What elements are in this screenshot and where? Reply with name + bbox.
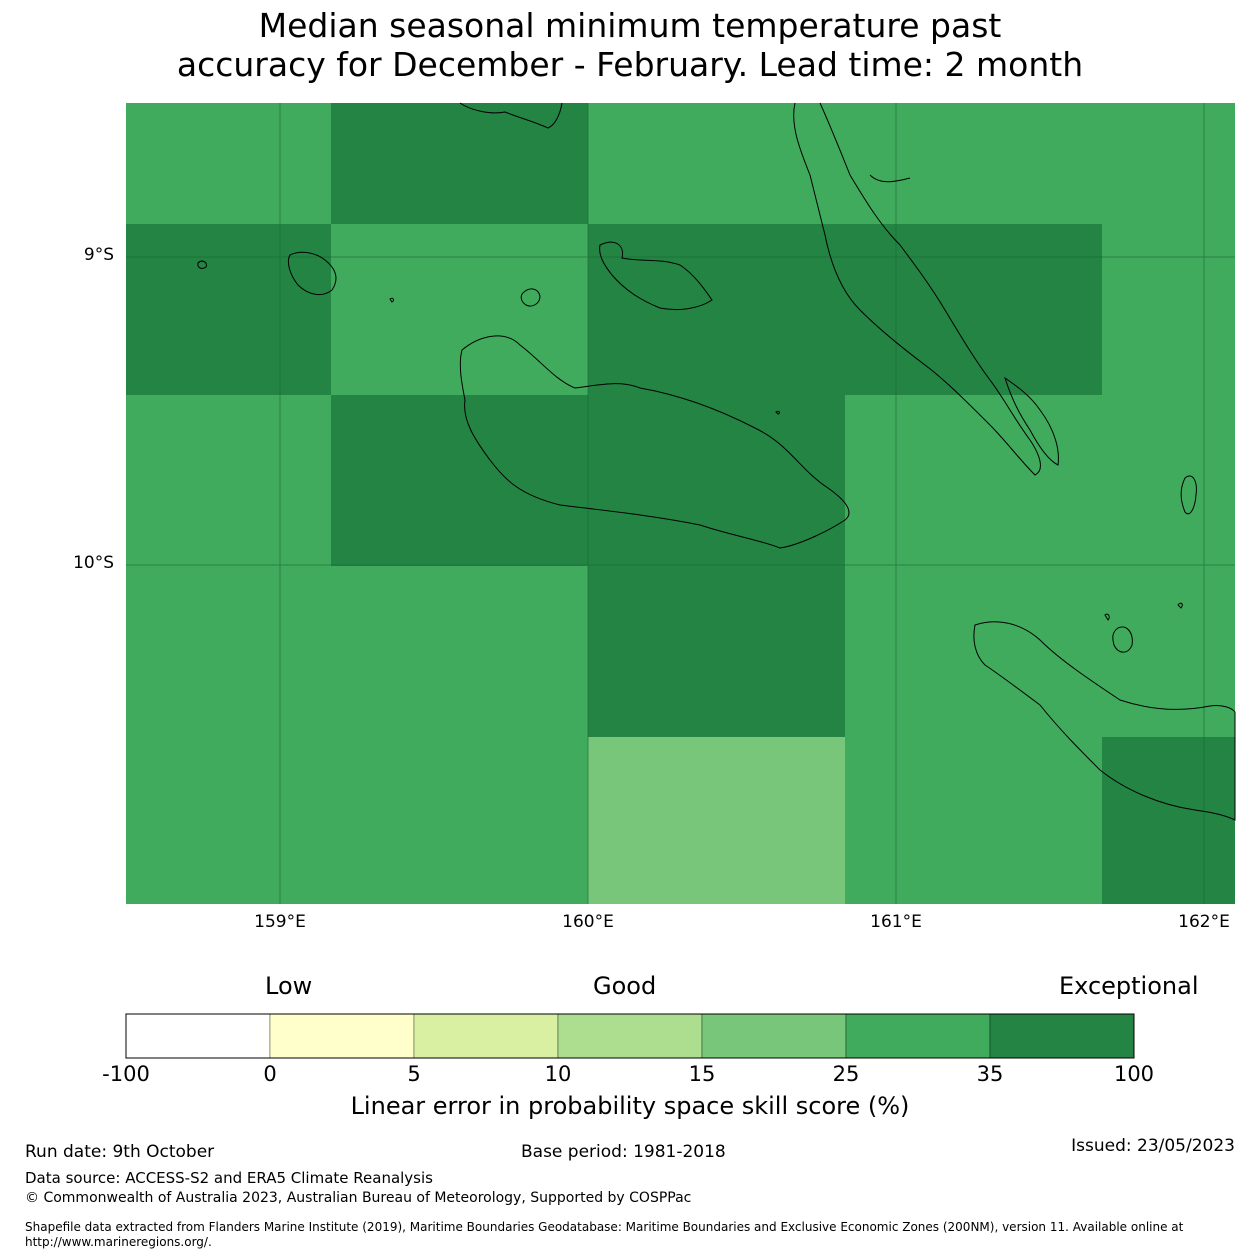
lon-label-160e: 160°E bbox=[562, 912, 614, 932]
colorbar-swatch bbox=[845, 1013, 991, 1059]
colorbar-tick: 25 bbox=[832, 1062, 860, 1086]
colorbar-swatch bbox=[557, 1013, 703, 1059]
grid-cell bbox=[331, 103, 588, 224]
island-ulawa bbox=[1112, 626, 1133, 653]
grid-cell bbox=[126, 395, 331, 566]
island-isabel-fragment-2 bbox=[869, 174, 911, 183]
island-nggela bbox=[599, 241, 713, 311]
grid-cell bbox=[845, 566, 1235, 737]
colorbar-tick: 0 bbox=[263, 1062, 277, 1086]
issued-date: Issued: 23/05/2023 bbox=[1071, 1136, 1235, 1156]
colorbar-swatch bbox=[989, 1013, 1135, 1059]
colorbar-swatch bbox=[269, 1013, 415, 1059]
island-east-islet bbox=[1180, 475, 1197, 515]
grid-cell bbox=[126, 224, 331, 395]
colorbar-swatch bbox=[125, 1013, 271, 1059]
lon-label-159e: 159°E bbox=[254, 912, 306, 932]
gridlines bbox=[126, 103, 1235, 904]
islet bbox=[1177, 602, 1183, 609]
island-small-malaita bbox=[1004, 376, 1059, 466]
colorbar-tick: -100 bbox=[102, 1062, 150, 1086]
island-guadalcanal bbox=[459, 335, 850, 549]
colorbar-tick: 35 bbox=[976, 1062, 1004, 1086]
islet bbox=[197, 260, 207, 269]
lat-label-9s: 9°S bbox=[83, 245, 114, 265]
map-title-line-2: accuracy for December - February. Lead t… bbox=[176, 45, 1084, 84]
island-isabel-fragment bbox=[459, 102, 563, 129]
grid-cell bbox=[588, 566, 845, 737]
colorbar-tick: 15 bbox=[688, 1062, 716, 1086]
colorbar-title: Linear error in probability space skill … bbox=[350, 1092, 910, 1120]
skill-grid bbox=[126, 103, 1235, 904]
colorbar-swatch bbox=[413, 1013, 559, 1059]
grid-cell bbox=[1102, 224, 1235, 395]
shapefile-credit: Shapefile data extracted from Flanders M… bbox=[25, 1220, 1184, 1249]
category-label-good: Good bbox=[593, 972, 657, 1000]
island-malaita bbox=[793, 102, 1041, 476]
category-label-exceptional: Exceptional bbox=[1059, 972, 1199, 1000]
grid-cell bbox=[588, 103, 1235, 224]
run-date: Run date: 9th October bbox=[25, 1142, 215, 1162]
data-source: Data source: ACCESS-S2 and ERA5 Climate … bbox=[25, 1169, 433, 1187]
colorbar-tick: 5 bbox=[407, 1062, 421, 1086]
lon-label-161e: 161°E bbox=[870, 912, 922, 932]
grid-cell bbox=[126, 566, 588, 737]
map-title-line-1: Median seasonal minimum temperature past bbox=[258, 6, 1002, 45]
island-makira bbox=[973, 621, 1236, 821]
category-label-low: Low bbox=[265, 972, 313, 1000]
colorbar bbox=[125, 1013, 1135, 1059]
colorbar-tick: 10 bbox=[544, 1062, 572, 1086]
grid-cell bbox=[331, 224, 588, 395]
copyright: © Commonwealth of Australia 2023, Austra… bbox=[25, 1190, 692, 1206]
island-russell bbox=[287, 251, 337, 296]
coastlines bbox=[197, 102, 1236, 821]
colorbar-tick: 100 bbox=[1113, 1062, 1155, 1086]
grid-cell bbox=[845, 737, 1102, 904]
grid-cell bbox=[126, 103, 331, 224]
grid-cell bbox=[126, 737, 588, 904]
islet bbox=[389, 297, 394, 303]
islet bbox=[1104, 613, 1110, 621]
lat-label-10s: 10°S bbox=[73, 553, 114, 573]
lon-label-162e: 162°E bbox=[1178, 912, 1230, 932]
island-savo bbox=[520, 288, 541, 307]
colorbar-swatch bbox=[701, 1013, 847, 1059]
colorbar-outline bbox=[125, 1013, 1135, 1059]
base-period: Base period: 1981-2018 bbox=[521, 1142, 726, 1162]
islet bbox=[775, 410, 780, 415]
grid-cell bbox=[845, 395, 1235, 566]
grid-cell bbox=[588, 224, 1102, 395]
grid-cell bbox=[1102, 737, 1235, 904]
grid-cell bbox=[588, 737, 845, 904]
